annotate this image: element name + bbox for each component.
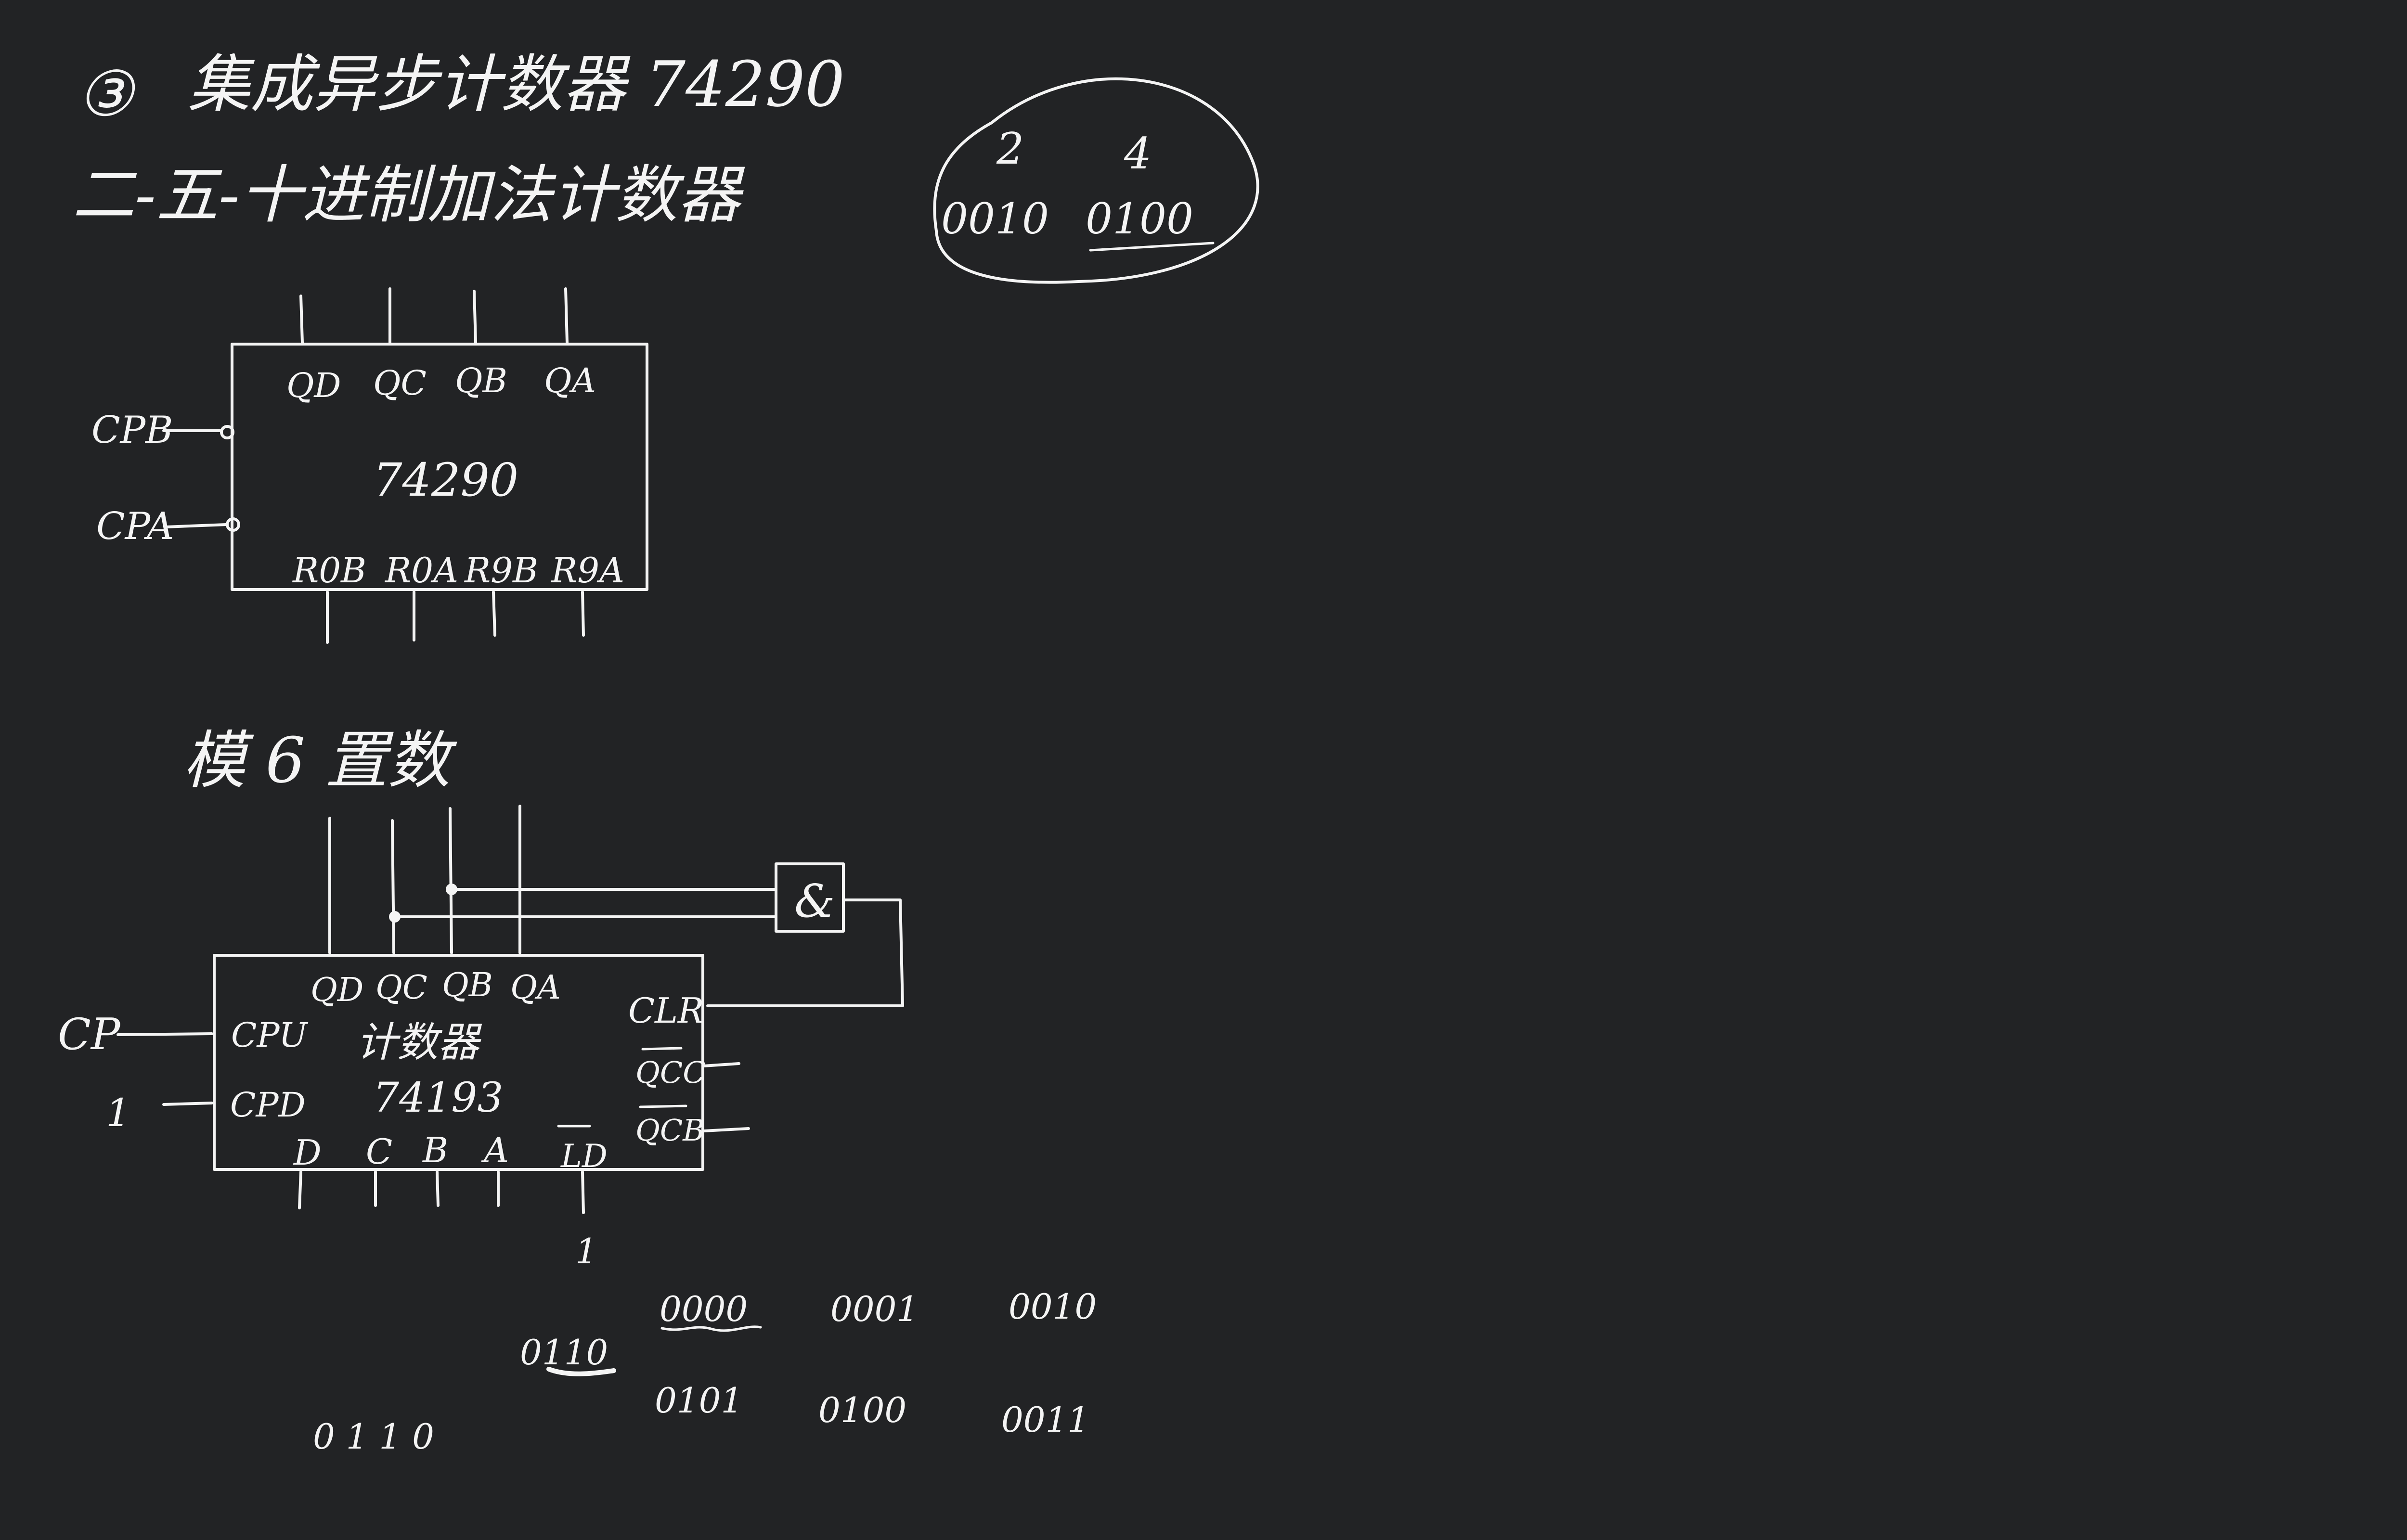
- chip2-qcc: QCC: [635, 1055, 706, 1090]
- note-bottom-0100: 0100: [1086, 194, 1193, 244]
- chip1-clk-cpa: CPA: [96, 505, 174, 548]
- chip1-out-qa: QA: [544, 361, 596, 400]
- state-sequence: 0000 0001 0010 0110 0101 0100 0011 0 1 1…: [313, 1286, 1097, 1457]
- chip1-out-qd: QD: [286, 366, 341, 405]
- ext-1: 1: [106, 1091, 130, 1135]
- note-bottom-0010: 0010: [941, 194, 1049, 244]
- and-gate-symbol: &: [794, 875, 835, 928]
- chip1-rst-r9b: R9B: [464, 550, 538, 590]
- chip2-out-qd: QD: [311, 971, 363, 1009]
- seq-0-1-1-0: 0 1 1 0: [313, 1416, 434, 1457]
- chip1-out-qb: QB: [455, 361, 507, 400]
- chip2-in-cpd: CPD: [230, 1085, 306, 1125]
- chip2-name-cn: 计数器: [356, 1019, 482, 1066]
- seq-0000: 0000: [660, 1289, 748, 1329]
- seq-0110: 0110: [520, 1332, 608, 1373]
- title-line1: 集成异步计数器 74290: [188, 48, 845, 121]
- title-block: ③ 集成异步计数器 74290 二-五-十进制加法计数器: [72, 48, 845, 231]
- chip2-in-a: A: [481, 1130, 509, 1170]
- seq-0101: 0101: [655, 1380, 743, 1421]
- chip2-name: 74193: [373, 1074, 503, 1122]
- chip2-in-c: C: [366, 1131, 392, 1172]
- note-top-4: 4: [1124, 128, 1152, 179]
- ext-cp: CP: [58, 1009, 121, 1060]
- chip-74193-circuit: & QD QC QB QA 计数器 74193 CPU CPD CP 1 CLR…: [58, 805, 904, 1271]
- seq-0100: 0100: [818, 1390, 906, 1430]
- section2-title: 模 6 置数: [183, 724, 457, 797]
- chip1-rst-r9a: R9A: [550, 550, 624, 590]
- chip-74290: QD QC QB QA 74290 CPB CPA R0B R0A R9B R9…: [91, 287, 648, 644]
- title-number: ③: [77, 57, 136, 130]
- ld-value: 1: [575, 1231, 597, 1271]
- chip2-in-cpu: CPU: [231, 1015, 308, 1055]
- chip2-clr: CLR: [628, 990, 704, 1031]
- circled-note: 2 4 0010 0100: [933, 77, 1259, 284]
- title-line2: 二-五-十进制加法计数器: [72, 158, 745, 231]
- chip1-name: 74290: [373, 454, 518, 507]
- chip2-out-qb: QB: [442, 966, 493, 1004]
- note-top-2: 2: [996, 124, 1024, 174]
- chip2-out-qa: QA: [510, 969, 561, 1007]
- chip2-in-b: B: [422, 1130, 448, 1170]
- chip1-clk-cpb: CPB: [91, 409, 173, 452]
- chip1-rst-r0b: R0B: [292, 550, 366, 590]
- seq-0011: 0011: [1001, 1399, 1089, 1440]
- seq-0010: 0010: [1009, 1286, 1097, 1327]
- chip1-out-qc: QC: [373, 363, 427, 403]
- chip2-qcb: QCB: [635, 1113, 705, 1148]
- seq-0001: 0001: [830, 1289, 919, 1329]
- chip2-out-qc: QC: [375, 969, 427, 1007]
- chip2-in-d: D: [293, 1132, 322, 1173]
- chip2-in-ld: LD: [560, 1138, 608, 1175]
- chip1-rst-r0a: R0A: [384, 550, 458, 590]
